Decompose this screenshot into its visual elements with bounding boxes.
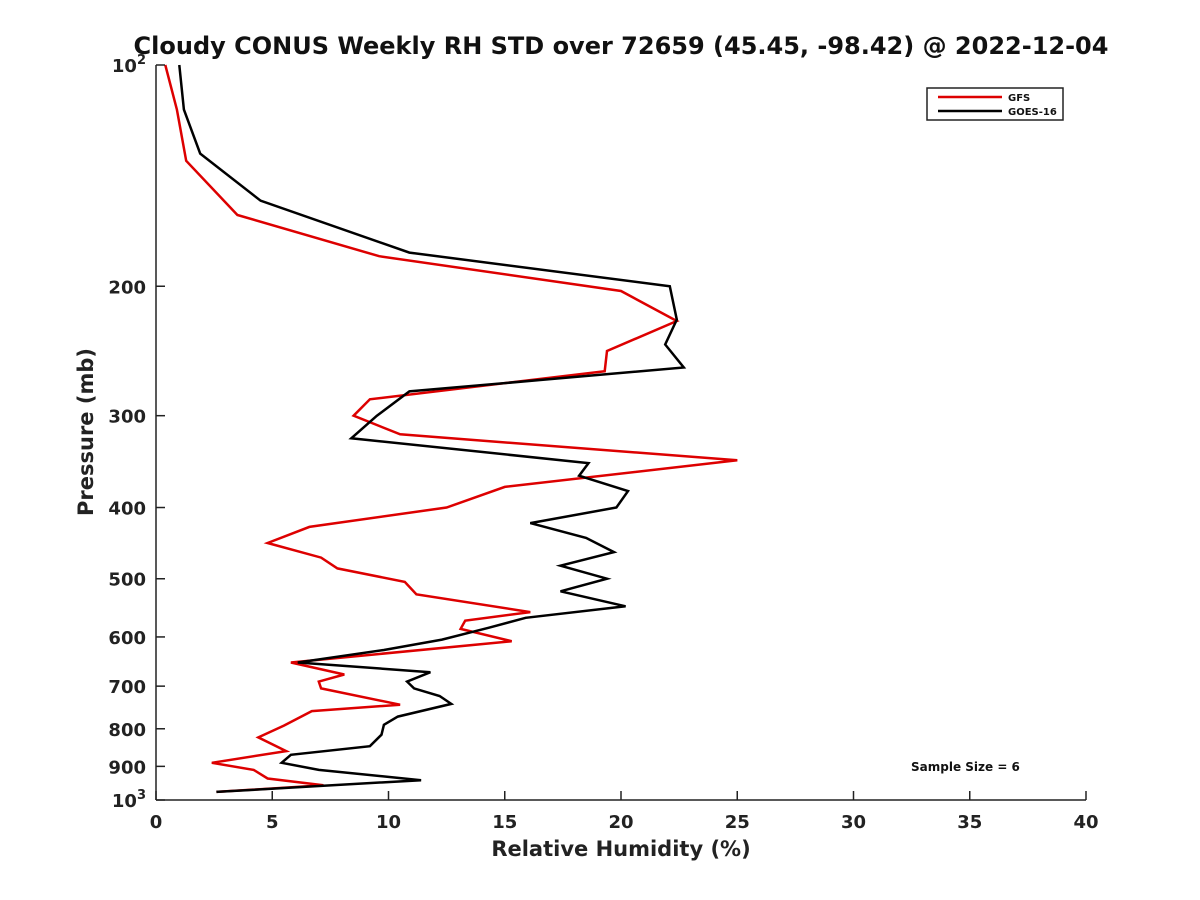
- series-line-gfs: [164, 64, 738, 794]
- axes: [155, 65, 1086, 801]
- legend-box: [926, 87, 1064, 121]
- y-tick-label-base: 900: [108, 757, 146, 778]
- chart-title: Cloudy CONUS Weekly RH STD over 72659 (4…: [134, 32, 1109, 60]
- y-tick-label: 600: [108, 628, 146, 649]
- legend-label-goes-16: GOES-16: [1008, 107, 1057, 118]
- y-tick-label: 300: [108, 407, 146, 428]
- y-tick-label-base: 200: [108, 277, 146, 298]
- y-tick-label: 400: [108, 499, 146, 520]
- x-tick-label: 5: [266, 812, 279, 833]
- y-tick-label-base: 400: [108, 499, 146, 520]
- y-tick-label-base: 800: [108, 720, 146, 741]
- legend-label-gfs: GFS: [1008, 93, 1030, 104]
- y-tick-label-exponent: 2: [137, 53, 146, 68]
- y-tick-label-base: 10: [112, 56, 137, 77]
- x-tick-label: 40: [1073, 812, 1098, 833]
- sample-size-annotation: Sample Size = 6: [911, 760, 1020, 774]
- x-tick-label: 20: [608, 812, 633, 833]
- series-layer: [164, 64, 738, 794]
- y-tick-label: 900: [108, 757, 146, 778]
- x-tick-label: 25: [725, 812, 750, 833]
- y-tick-label: 102: [112, 53, 146, 77]
- y-tick-label-base: 500: [108, 570, 146, 591]
- y-tick-label: 500: [108, 570, 146, 591]
- x-tick-label: 0: [150, 812, 163, 833]
- x-tick-label: 35: [957, 812, 982, 833]
- y-tick-label-base: 600: [108, 628, 146, 649]
- x-ticks: 0 5 10 15 20 25 30 35 40: [150, 791, 1099, 833]
- y-axis-label: Pressure (mb): [74, 348, 98, 516]
- y-tick-label-base: 700: [108, 677, 146, 698]
- y-tick-label: 103: [112, 788, 146, 812]
- y-tick-label-base: 10: [112, 791, 137, 812]
- y-tick-label: 200: [108, 277, 146, 298]
- y-tick-label: 800: [108, 720, 146, 741]
- x-tick-label: 15: [492, 812, 517, 833]
- series-line-goes-16: [178, 64, 687, 794]
- y-tick-label-exponent: 3: [137, 788, 146, 803]
- x-axis-label: Relative Humidity (%): [491, 837, 750, 861]
- x-tick-label: 30: [841, 812, 866, 833]
- y-tick-label: 700: [108, 677, 146, 698]
- y-tick-label-base: 300: [108, 407, 146, 428]
- x-tick-label: 10: [376, 812, 401, 833]
- legend: GFS GOES-16: [926, 87, 1064, 121]
